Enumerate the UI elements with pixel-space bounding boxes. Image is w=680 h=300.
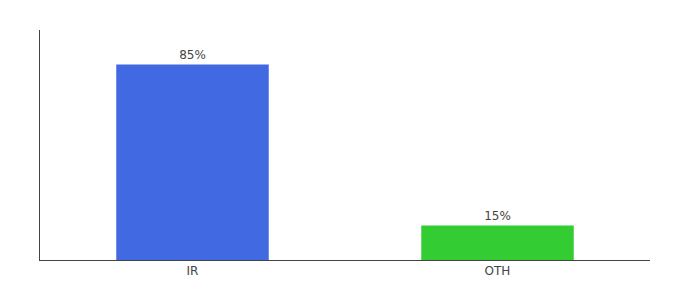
svg-text:OTH: OTH [485,264,511,278]
svg-text:15%: 15% [484,209,511,223]
svg-text:85%: 85% [179,48,206,62]
svg-text:IR: IR [187,264,199,278]
